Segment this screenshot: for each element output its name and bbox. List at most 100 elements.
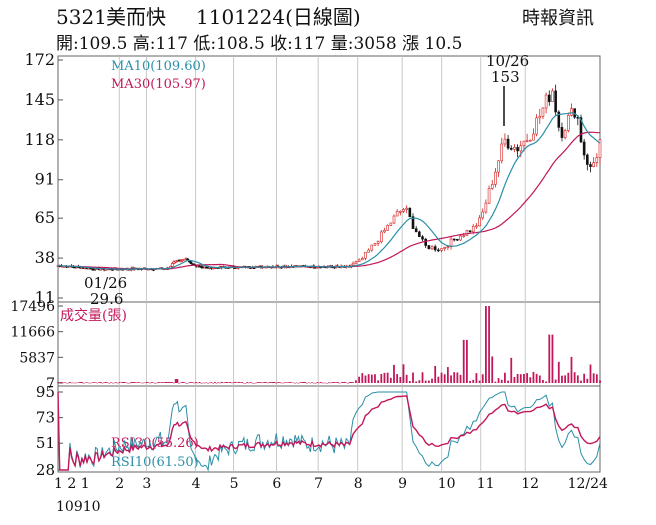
volume-bar: [554, 379, 557, 383]
candle-body: [500, 143, 504, 162]
candle-body: [367, 249, 370, 253]
volume-bar: [161, 382, 163, 383]
volume-bar: [185, 382, 187, 384]
volume-bar: [57, 382, 59, 383]
volume-bar: [244, 382, 247, 384]
volume-bar: [173, 382, 175, 384]
candle-body: [421, 236, 424, 240]
volume-bar: [386, 372, 389, 383]
volume-bar: [415, 381, 418, 383]
volume-bar: [128, 382, 131, 384]
volume-bar: [424, 380, 427, 383]
volume-bar: [347, 382, 349, 384]
volume-bar: [340, 382, 343, 383]
volume-bar: [256, 382, 259, 383]
candle-body: [360, 258, 364, 261]
volume-bar: [324, 382, 327, 384]
candle-body: [586, 154, 589, 165]
candle-body: [544, 94, 548, 109]
low-annotation-value: 29.6: [90, 290, 123, 308]
volume-bar: [500, 379, 503, 383]
ma10-legend: MA10(109.60): [111, 59, 206, 74]
candle-body: [522, 140, 526, 147]
volume-bar: [65, 382, 68, 384]
volume-bar: [306, 382, 308, 384]
x-tick-label: 8: [354, 476, 363, 492]
volume-bar: [364, 375, 367, 383]
high-annotation-date: 10/26: [486, 52, 529, 70]
candlestick-series: [56, 84, 602, 272]
volume-bar: [383, 372, 386, 383]
volume-bar: [551, 334, 554, 383]
volume-bar: [561, 375, 563, 383]
volume-bar: [150, 382, 153, 383]
x-tick-label: 12/24: [568, 476, 608, 492]
volume-bar: [108, 382, 111, 384]
volume-bar: [504, 372, 506, 383]
candle-body: [468, 230, 472, 233]
volume-bar: [338, 382, 341, 384]
candle-body: [481, 211, 485, 219]
candle-body: [462, 235, 466, 237]
volume-bar: [260, 382, 262, 383]
volume-bar: [361, 373, 364, 383]
volume-bar: [348, 382, 351, 383]
volume-bar: [157, 382, 160, 383]
candle-body: [170, 263, 174, 267]
volume-bar: [86, 382, 88, 383]
volume-bar: [214, 382, 216, 383]
volume-bar: [118, 382, 121, 383]
candle-body: [433, 246, 437, 251]
x-tick-label: 12: [521, 476, 539, 492]
volume-bar: [300, 382, 303, 383]
volume-bar: [246, 381, 249, 383]
volume-bar: [181, 381, 184, 383]
volume-bar: [207, 382, 209, 384]
volume-bar: [113, 382, 116, 384]
volume-bar: [595, 374, 598, 383]
volume-bar: [176, 379, 179, 383]
candle-body: [395, 211, 399, 217]
candle-body: [411, 216, 415, 229]
volume-bar: [80, 381, 83, 383]
candle-body: [418, 231, 421, 237]
volume-bar: [60, 381, 63, 383]
volume-bar: [374, 374, 376, 383]
volume-bar: [149, 382, 152, 384]
volume-bar: [138, 382, 141, 383]
candle-body: [99, 268, 102, 271]
candle-body: [392, 215, 396, 224]
candle-body: [513, 147, 516, 150]
candle-body: [399, 211, 402, 213]
y-tick-label: 65: [35, 208, 55, 227]
volume-bar: [261, 382, 264, 384]
y-tick-label: 28: [36, 461, 55, 479]
candle-body: [475, 225, 478, 228]
volume-bar: [475, 373, 478, 383]
stock-name: 美而快: [106, 5, 166, 29]
volume-bar: [144, 382, 146, 384]
volume-bar: [266, 382, 269, 384]
volume-bar: [335, 382, 337, 383]
x-tick-label: 11: [477, 476, 495, 492]
candle-body: [506, 138, 510, 149]
volume-bar: [309, 382, 312, 384]
volume-bar: [104, 382, 107, 383]
candle-body: [364, 251, 367, 259]
volume-bar: [79, 382, 82, 383]
volume-bar: [592, 373, 595, 383]
volume-bar: [239, 382, 242, 383]
candle-body: [541, 107, 545, 117]
y-tick-label: 11666: [10, 325, 55, 341]
volume-bar: [287, 382, 290, 383]
volume-bar: [229, 382, 232, 383]
volume-bar: [494, 381, 497, 383]
volume-bar: [437, 376, 440, 383]
volume-bar: [307, 382, 310, 383]
volume-bar: [154, 382, 157, 384]
x-tick-label: 7: [314, 476, 323, 492]
rsi30-line: [57, 391, 601, 471]
volume-bar: [396, 374, 399, 383]
volume-bar: [94, 382, 97, 383]
y-tick-label: 11: [35, 288, 55, 307]
